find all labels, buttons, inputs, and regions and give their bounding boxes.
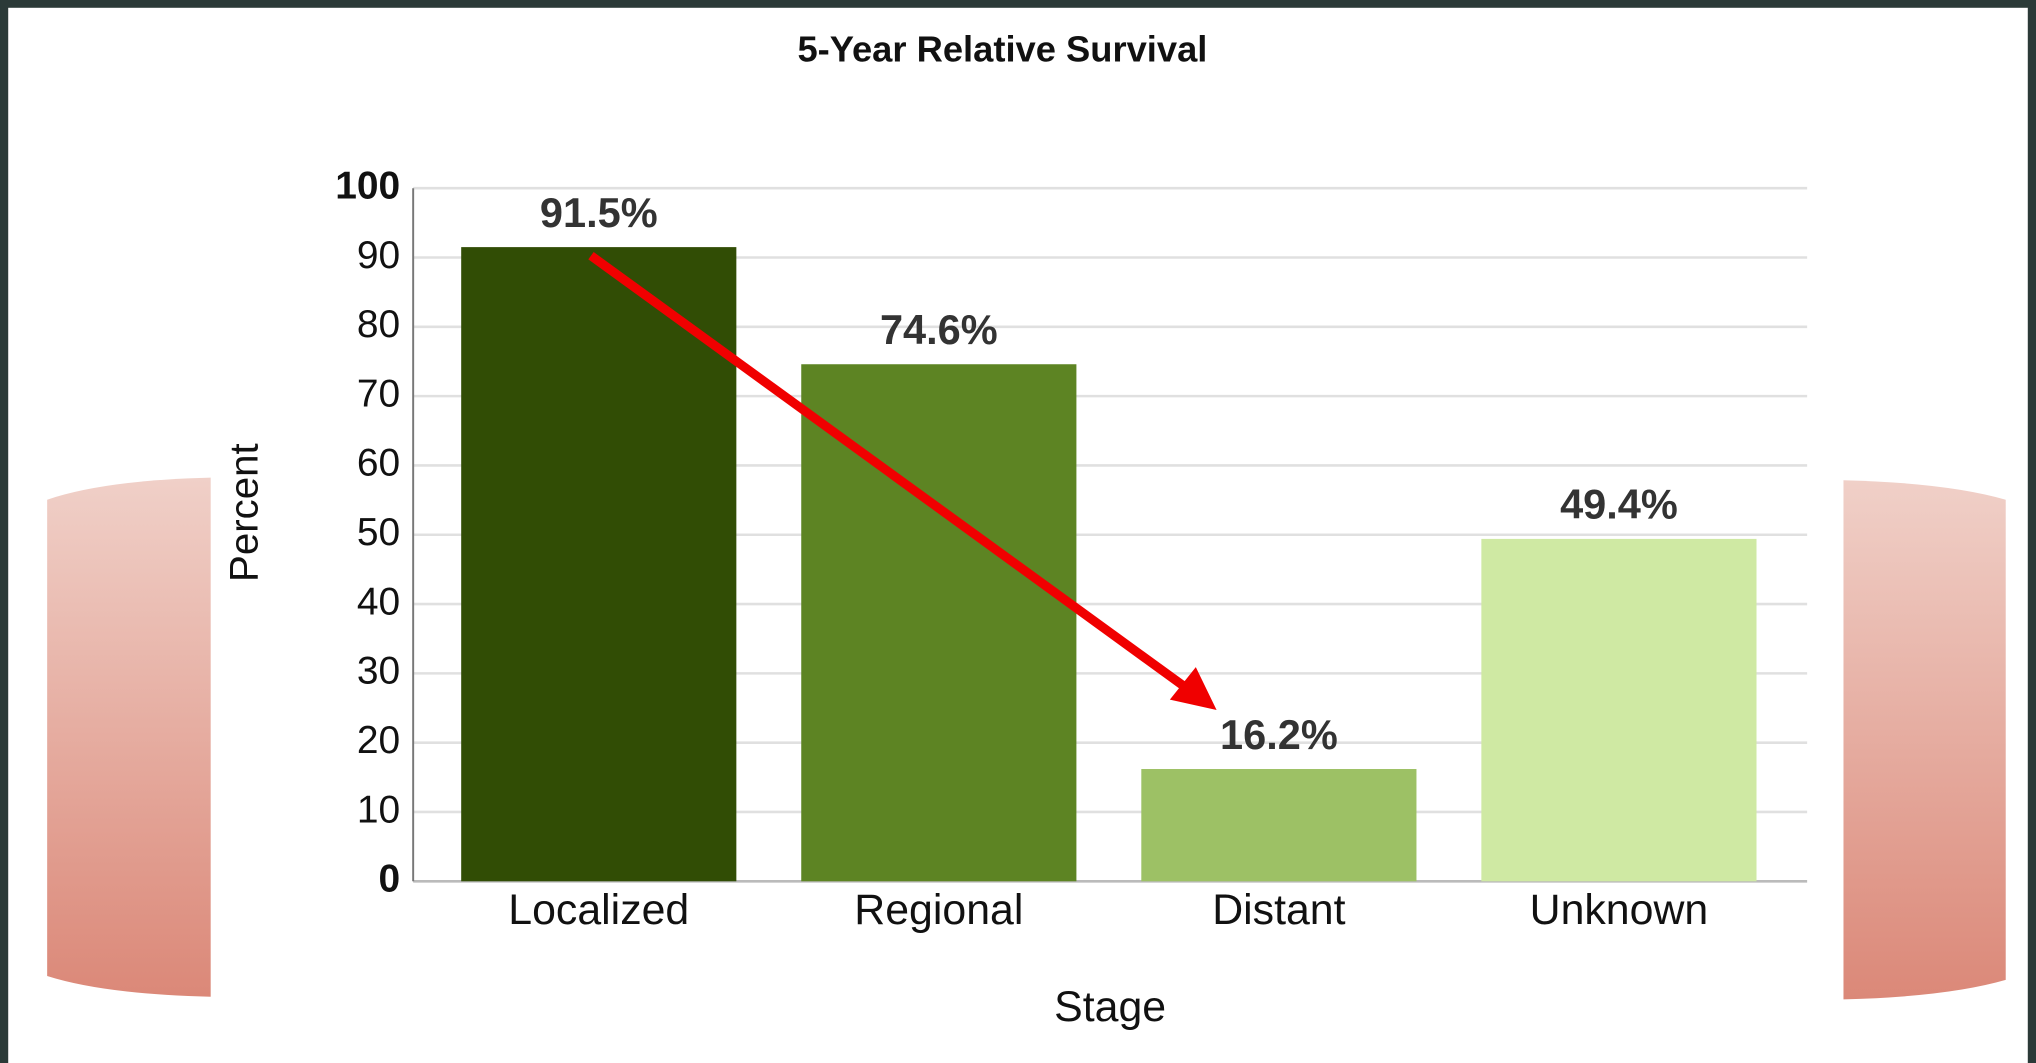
bars xyxy=(461,247,1757,882)
arrow-shaft xyxy=(588,252,1191,693)
y-tick-label: 0 xyxy=(379,858,401,901)
decor-right xyxy=(1843,480,2006,1000)
y-tick-label: 100 xyxy=(335,164,400,207)
x-axis-label: Stage xyxy=(1054,983,1166,1031)
x-tick-label: Regional xyxy=(854,886,1023,934)
arrow-head xyxy=(1169,667,1217,710)
y-tick-label: 20 xyxy=(357,719,400,762)
value-label: 49.4% xyxy=(1560,481,1678,528)
y-tick-label: 90 xyxy=(357,234,400,277)
y-tick-label: 40 xyxy=(357,580,400,623)
trend-arrow xyxy=(588,252,1217,710)
bar xyxy=(1481,538,1757,882)
bar xyxy=(1141,769,1417,882)
value-label: 16.2% xyxy=(1220,711,1338,758)
y-tick-label: 50 xyxy=(357,511,400,554)
y-tick-label: 80 xyxy=(357,303,400,346)
x-tick-label: Unknown xyxy=(1530,886,1709,934)
y-axis-label: Percent xyxy=(222,443,267,582)
bar xyxy=(801,364,1077,882)
y-tick-label: 10 xyxy=(357,788,400,831)
value-label: 74.6% xyxy=(880,306,998,353)
y-tick-label: 30 xyxy=(357,650,400,693)
decor-left xyxy=(47,477,211,997)
bar xyxy=(461,247,737,882)
chart-title: 5-Year Relative Survival xyxy=(797,29,1207,70)
value-label: 91.5% xyxy=(540,189,658,236)
x-tick-label: Distant xyxy=(1212,886,1345,934)
y-tick-label: 60 xyxy=(357,442,400,485)
y-tick-label: 70 xyxy=(357,372,400,415)
labels: 0 10 20 30 40 50 60 70 80 90 100 Localized 91.5% Regi… xyxy=(335,164,1708,933)
x-tick-label: Localized xyxy=(508,886,689,934)
